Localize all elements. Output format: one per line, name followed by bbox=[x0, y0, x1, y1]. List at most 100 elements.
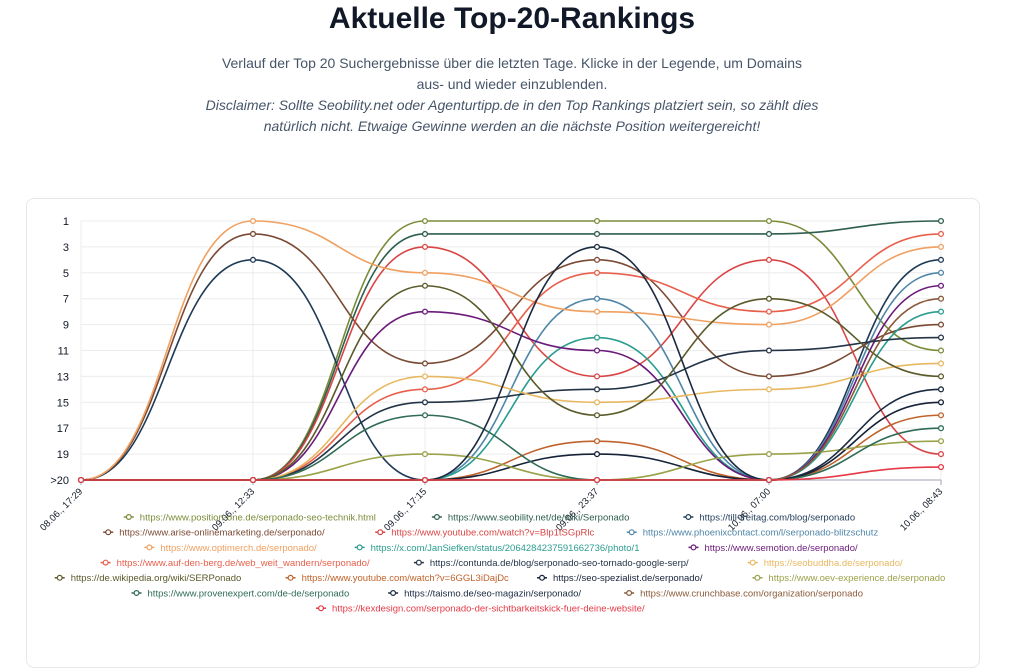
data-point bbox=[765, 386, 773, 393]
data-point bbox=[593, 451, 601, 458]
legend-marker bbox=[626, 589, 633, 596]
data-point bbox=[937, 269, 945, 276]
legend-item-label[interactable]: https://kexdesign.com/serponado-der-sich… bbox=[332, 604, 645, 615]
data-point bbox=[249, 217, 257, 225]
legend-item-label[interactable]: https://de.wikipedia.org/wiki/SERPonado bbox=[71, 573, 242, 584]
data-point bbox=[937, 438, 945, 445]
legend-marker bbox=[318, 605, 325, 612]
legend-item-label[interactable]: https://contunda.de/blog/serponado-seo-t… bbox=[430, 558, 689, 569]
data-point bbox=[249, 256, 257, 263]
series-line-18 bbox=[81, 246, 942, 481]
data-point bbox=[593, 476, 601, 484]
legend-marker bbox=[146, 544, 153, 551]
data-point bbox=[421, 386, 429, 393]
data-point bbox=[765, 256, 773, 263]
legend-marker bbox=[685, 513, 692, 520]
data-point bbox=[937, 425, 945, 432]
x-tick-label: 09.06., 23:37 bbox=[554, 486, 601, 533]
data-point bbox=[421, 230, 429, 238]
legend-marker bbox=[754, 574, 761, 581]
legend-marker bbox=[690, 544, 697, 551]
legend-item-label[interactable]: https://www.youtube.com/watch?v=Blp1tSGp… bbox=[391, 528, 594, 539]
series-line-9 bbox=[81, 284, 942, 481]
legend-marker bbox=[133, 589, 140, 596]
page-title: Aktuelle Top-20-Rankings bbox=[328, 2, 696, 35]
legend-marker bbox=[125, 513, 132, 520]
data-point bbox=[937, 451, 945, 458]
data-point bbox=[937, 256, 945, 263]
legend-marker bbox=[56, 574, 63, 581]
data-point bbox=[765, 347, 773, 354]
y-tick-label: 17 bbox=[57, 423, 69, 435]
legend-item-label[interactable]: https://www.seobility.net/de/wiki/Serpon… bbox=[448, 512, 629, 523]
data-point bbox=[937, 399, 945, 406]
x-tick-label: 09.06., 17:15 bbox=[382, 486, 429, 533]
data-point bbox=[937, 463, 945, 471]
chart-card bbox=[26, 198, 980, 668]
legend-item-label[interactable]: https://www.arise-onlinemarketing.de/ser… bbox=[119, 528, 325, 539]
series-line-20 bbox=[81, 466, 942, 481]
legend-item-label[interactable]: https://seobuddha.de/serponado/ bbox=[764, 558, 903, 569]
data-point bbox=[765, 217, 773, 225]
legend-marker bbox=[628, 529, 635, 536]
data-point bbox=[937, 217, 945, 225]
legend-item-label[interactable]: https://www.semotion.de/serponado/ bbox=[705, 543, 859, 554]
data-point bbox=[593, 412, 601, 419]
data-point bbox=[593, 217, 601, 225]
data-point bbox=[593, 386, 601, 393]
legend-item-label[interactable]: https://www.oev-experience.de/serponado bbox=[768, 573, 945, 584]
data-point bbox=[937, 308, 945, 315]
data-point bbox=[249, 476, 257, 484]
data-point bbox=[765, 230, 773, 238]
data-point bbox=[765, 476, 773, 484]
legend-item-label[interactable]: https://www.optimerch.de/serponado/ bbox=[160, 543, 317, 554]
x-tick-label: 10.06., 08:43 bbox=[898, 486, 945, 533]
data-point bbox=[937, 230, 945, 238]
data-point bbox=[421, 217, 429, 225]
legend-marker bbox=[390, 589, 397, 596]
y-tick-label: >20 bbox=[50, 475, 69, 487]
data-point bbox=[593, 256, 601, 263]
legend-item-label[interactable]: https://www.youtube.com/watch?v=6GGL3iDa… bbox=[302, 573, 509, 584]
y-tick-label: 1 bbox=[63, 216, 69, 228]
series-line-15 bbox=[81, 401, 942, 481]
data-point bbox=[765, 321, 773, 328]
data-point bbox=[937, 334, 945, 341]
y-tick-label: 3 bbox=[63, 242, 69, 254]
data-point bbox=[421, 243, 429, 250]
legend-item-label[interactable]: https://www.provenexpert.com/de-de/serpo… bbox=[148, 588, 350, 599]
legend-item-label[interactable]: https://www.auf-den-berg.de/web_weit_wan… bbox=[117, 558, 370, 569]
data-point bbox=[593, 347, 601, 354]
x-tick-label: 08.06., 17:29 bbox=[38, 486, 85, 533]
data-point bbox=[249, 230, 257, 238]
legend-marker bbox=[377, 529, 384, 536]
legend-item-label[interactable]: https://x.com/JanSiefken/status/20642842… bbox=[371, 543, 640, 554]
legend-item-label[interactable]: https://till-freitag.com/blog/serponado bbox=[699, 512, 855, 523]
data-point bbox=[765, 295, 773, 302]
legend-item-label[interactable]: https://www.phoenixcontact.com/l/serpona… bbox=[643, 528, 879, 539]
data-point bbox=[937, 373, 945, 380]
data-point bbox=[937, 282, 945, 289]
data-point bbox=[937, 412, 945, 419]
data-point bbox=[937, 243, 945, 250]
data-point bbox=[937, 360, 945, 367]
data-point bbox=[593, 334, 601, 341]
data-point bbox=[593, 438, 601, 445]
data-point bbox=[765, 451, 773, 458]
legend-item-label[interactable]: https://www.position-one.de/serponado-se… bbox=[140, 512, 376, 523]
legend-marker bbox=[415, 559, 422, 566]
y-tick-label: 19 bbox=[57, 449, 69, 461]
y-tick-label: 15 bbox=[57, 397, 69, 409]
data-point bbox=[937, 386, 945, 393]
data-point bbox=[77, 476, 85, 484]
legend-item-label[interactable]: https://seo-spezialist.de/serponado/ bbox=[553, 573, 703, 584]
legend-item-label[interactable]: https://www.crunchbase.com/organization/… bbox=[640, 588, 863, 599]
y-tick-label: 13 bbox=[57, 371, 69, 383]
data-point bbox=[765, 308, 773, 315]
legend-marker bbox=[105, 529, 112, 536]
legend-marker bbox=[433, 513, 440, 520]
legend-item-label[interactable]: https://taismo.de/seo-magazin/serponado/ bbox=[404, 588, 581, 599]
y-tick-label: 11 bbox=[58, 346, 69, 358]
data-point bbox=[421, 269, 429, 276]
